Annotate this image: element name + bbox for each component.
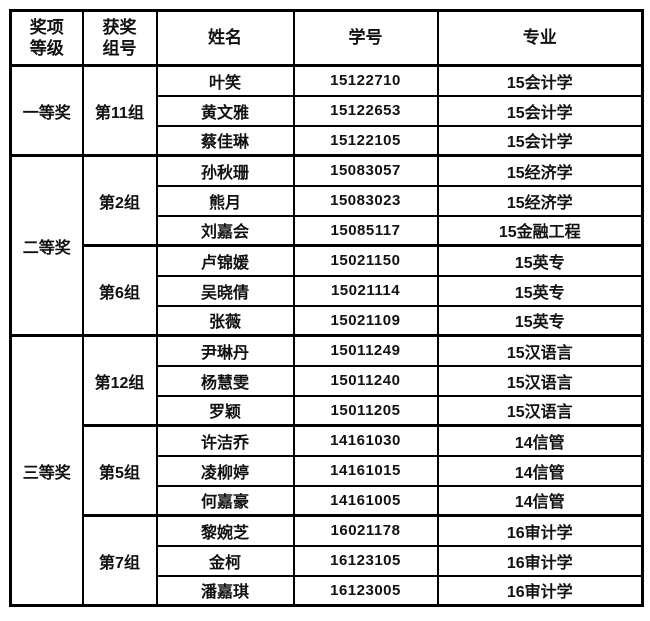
group-number-cell: 第2组	[81, 154, 158, 247]
group-number-cell: 第12组	[81, 334, 158, 427]
group-number-cell: 第7组	[81, 514, 158, 607]
table-row: 第7组 黎婉芝 16021178 16审计学	[11, 514, 644, 607]
name-cell: 许洁乔	[155, 424, 295, 457]
major-cell: 15会计学	[436, 64, 644, 97]
student-id-cell: 15021109	[292, 304, 439, 337]
group-number-cell: 第6组	[81, 244, 158, 337]
major-cell: 15金融工程	[436, 214, 644, 247]
table-row: 刘嘉会 15085117 15金融工程	[11, 214, 644, 247]
table-row: 凌柳婷 14161015 14信管	[11, 454, 644, 487]
award-table: 奖项 等级 获奖 组号 姓名 学号 专业 一等奖 第11组 叶笑 1512271…	[9, 9, 644, 607]
table-row: 熊月 15083023 15经济学	[11, 184, 644, 217]
major-cell: 15经济学	[436, 184, 644, 217]
group-number-cell: 第5组	[81, 424, 158, 517]
name-cell: 何嘉豪	[155, 484, 295, 517]
prize-level-cell: 一等奖	[9, 64, 84, 157]
group-number-cell: 第11组	[81, 64, 158, 157]
student-id-cell: 15021150	[292, 244, 439, 277]
student-id-cell: 16021178	[292, 514, 439, 547]
name-cell: 熊月	[155, 184, 295, 217]
student-id-cell: 16123105	[292, 544, 439, 577]
name-cell: 孙秋珊	[155, 154, 295, 187]
name-cell: 黄文雅	[155, 94, 295, 127]
student-id-cell: 14161030	[292, 424, 439, 457]
header-student-id: 学号	[292, 9, 439, 67]
major-cell: 15汉语言	[436, 394, 644, 427]
name-cell: 卢锦媛	[155, 244, 295, 277]
major-cell: 14信管	[436, 454, 644, 487]
table-row: 何嘉豪 14161005 14信管	[11, 484, 644, 517]
student-id-cell: 15021114	[292, 274, 439, 307]
student-id-cell: 15083057	[292, 154, 439, 187]
table-row: 一等奖 第11组 叶笑 15122710 15会计学	[9, 64, 644, 157]
header-major: 专业	[436, 9, 644, 67]
table-row: 杨慧雯 15011240 15汉语言	[11, 364, 644, 397]
major-cell: 16审计学	[436, 544, 644, 577]
major-cell: 16审计学	[436, 514, 644, 547]
major-cell: 15英专	[436, 274, 644, 307]
table-row: 金柯 16123105 16审计学	[11, 544, 644, 577]
name-cell: 金柯	[155, 544, 295, 577]
major-cell: 15会计学	[436, 124, 644, 157]
prize-level-cell: 三等奖	[9, 334, 84, 607]
table-row: 第6组 卢锦媛 15021150 15英专	[11, 244, 644, 337]
table-row: 黄文雅 15122653 15会计学	[11, 94, 644, 127]
name-cell: 叶笑	[155, 64, 295, 97]
major-cell: 14信管	[436, 424, 644, 457]
major-cell: 15会计学	[436, 94, 644, 127]
header-row: 奖项 等级 获奖 组号 姓名 学号 专业	[9, 9, 644, 67]
major-cell: 15英专	[436, 244, 644, 277]
major-cell: 16审计学	[436, 574, 644, 607]
name-cell: 吴晓倩	[155, 274, 295, 307]
student-id-cell: 15011249	[292, 334, 439, 367]
student-id-cell: 16123005	[292, 574, 439, 607]
name-cell: 潘嘉琪	[155, 574, 295, 607]
name-cell: 黎婉芝	[155, 514, 295, 547]
student-id-cell: 15085117	[292, 214, 439, 247]
header-group-number: 获奖 组号	[81, 9, 158, 67]
name-cell: 张薇	[155, 304, 295, 337]
table-row: 二等奖 第2组 孙秋珊 15083057 15经济学	[9, 154, 644, 337]
name-cell: 罗颖	[155, 394, 295, 427]
header-name: 姓名	[155, 9, 295, 67]
name-cell: 杨慧雯	[155, 364, 295, 397]
student-id-cell: 15122653	[292, 94, 439, 127]
table-row: 三等奖 第12组 尹琳丹 15011249 15汉语言	[9, 334, 644, 607]
major-cell: 15英专	[436, 304, 644, 337]
prize-level-cell: 二等奖	[9, 154, 84, 337]
student-id-cell: 14161005	[292, 484, 439, 517]
major-cell: 15汉语言	[436, 334, 644, 367]
table-row: 罗颖 15011205 15汉语言	[11, 394, 644, 427]
student-id-cell: 15083023	[292, 184, 439, 217]
major-cell: 14信管	[436, 484, 644, 517]
major-cell: 15经济学	[436, 154, 644, 187]
name-cell: 刘嘉会	[155, 214, 295, 247]
table-row: 吴晓倩 15021114 15英专	[11, 274, 644, 307]
table-row: 潘嘉琪 16123005 16审计学	[11, 574, 644, 607]
name-cell: 蔡佳琳	[155, 124, 295, 157]
student-id-cell: 15122710	[292, 64, 439, 97]
table-row: 第5组 许洁乔 14161030 14信管	[11, 424, 644, 517]
student-id-cell: 14161015	[292, 454, 439, 487]
student-id-cell: 15122105	[292, 124, 439, 157]
student-id-cell: 15011240	[292, 364, 439, 397]
student-id-cell: 15011205	[292, 394, 439, 427]
table-row: 张薇 15021109 15英专	[11, 304, 644, 337]
header-prize-level: 奖项 等级	[9, 9, 84, 67]
table-row: 蔡佳琳 15122105 15会计学	[11, 124, 644, 157]
name-cell: 凌柳婷	[155, 454, 295, 487]
name-cell: 尹琳丹	[155, 334, 295, 367]
major-cell: 15汉语言	[436, 364, 644, 397]
